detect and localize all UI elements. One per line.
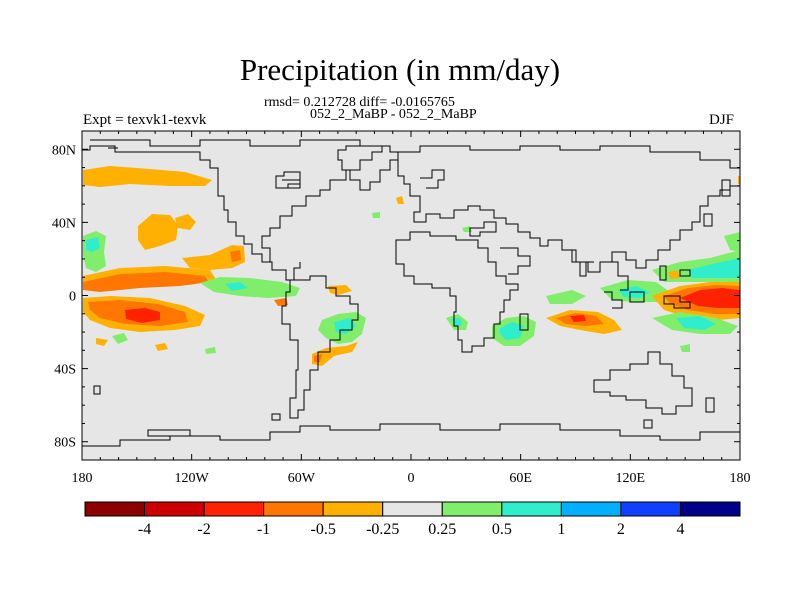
anomaly-northwest-pacific-cyan xyxy=(86,237,100,252)
x-tick-label: 180 xyxy=(730,471,751,486)
coastline-madagascar xyxy=(519,313,529,331)
coastline-japan xyxy=(703,213,713,227)
anomaly-east-africa-green xyxy=(546,290,586,304)
anomaly-west-pacific-15n-cyan xyxy=(688,258,740,278)
coastline-south-america xyxy=(281,275,359,419)
colorbar-swatch xyxy=(84,501,146,517)
anomaly-small-green-1 xyxy=(680,344,690,352)
y-tick-label: 80S xyxy=(54,436,76,451)
chart-title: Precipitation (in mm/day) xyxy=(239,52,561,87)
colorbar-swatch xyxy=(679,501,741,517)
x-tick-label: 0 xyxy=(408,471,415,486)
anomaly-east-pacific-green-blob xyxy=(112,333,128,344)
y-tick-label: 80N xyxy=(52,143,76,158)
coastline-antarctic-peninsula xyxy=(147,429,191,437)
anomaly-southeast-pacific-yellow xyxy=(96,338,108,346)
coastline-kamchatka xyxy=(721,179,731,197)
coastline-greenland xyxy=(337,145,399,191)
coastline-gulf-of-mexico xyxy=(262,261,301,281)
colorbar-swatch xyxy=(382,501,443,517)
colorbar-swatch xyxy=(620,501,681,517)
coastline-australia xyxy=(593,351,693,415)
coastline-indochina xyxy=(606,261,629,291)
anomaly-equatorial-band-north-yellow xyxy=(83,266,215,284)
colorbar-label: 1 xyxy=(557,521,565,538)
anomaly-small-yellow-1 xyxy=(396,196,404,204)
colorbar-label: 4 xyxy=(676,521,684,538)
stats-label: rmsd= 0.212728 diff= -0.0165765 xyxy=(264,95,455,110)
colorbar-label: 0.5 xyxy=(492,521,512,538)
experiment-label: Expt = texvk1-texvk xyxy=(83,112,207,128)
coastline-pacific-islands xyxy=(93,385,101,395)
anomaly-central-pacific-red xyxy=(125,308,160,323)
colorbar-label: -1 xyxy=(257,521,270,538)
coastlines xyxy=(82,139,740,447)
colorbar: -4 -2 -1 -0.5 -0.25 0.25 0.5 1 2 4 xyxy=(84,501,741,538)
coastline-arabia xyxy=(500,247,531,275)
anomaly-southern-africa-cyan-main xyxy=(500,322,524,340)
colorbar-label: 2 xyxy=(617,521,625,538)
coastline-europe-inlet xyxy=(420,169,445,189)
coastline-black-sea xyxy=(469,221,497,237)
anomaly-warm-pool-red xyxy=(680,288,740,308)
y-tick-label: 40S xyxy=(54,363,76,378)
coastline-tasmania xyxy=(643,419,653,429)
anomaly-tropical-atlantic-green xyxy=(200,277,300,298)
colorbar-swatch xyxy=(144,501,205,517)
anomaly-spcz-cyan xyxy=(676,316,716,330)
anomaly-small-green-3 xyxy=(372,212,380,218)
coastline-sumatra xyxy=(604,291,623,309)
coastline-africa xyxy=(395,231,519,353)
x-tick-label: 60E xyxy=(509,471,532,486)
colorbar-swatch xyxy=(263,501,324,517)
anomaly-west-pacific-edge-green xyxy=(724,232,740,252)
anomaly-east-pacific-22n-orange xyxy=(230,250,241,262)
anomaly-east-pacific-22n xyxy=(182,245,245,270)
colorbar-label: -2 xyxy=(197,521,210,538)
x-tick-label: 180 xyxy=(72,471,93,486)
colorbar-swatch xyxy=(501,501,562,517)
colorbar-swatch xyxy=(203,501,265,517)
coastline-borneo xyxy=(629,291,645,303)
anomaly-small-yellow-3 xyxy=(668,270,680,279)
colorbar-swatch xyxy=(322,501,384,517)
colorbar-label: 0.25 xyxy=(428,521,456,538)
comparison-label: 052_2_MaBP - 052_2_MaBP xyxy=(310,107,477,122)
anomaly-east-pacific-green-blob-2 xyxy=(205,347,216,354)
coastline-india xyxy=(562,249,594,277)
anomaly-north-pacific-subtropics xyxy=(138,214,178,250)
colorbar-swatch xyxy=(441,501,503,517)
x-tick-label: 120E xyxy=(616,471,646,486)
anomaly-northwest-pacific-green xyxy=(83,231,106,272)
anomaly-south-pacific-yellow xyxy=(155,343,168,351)
anomaly-equatorial-band-north xyxy=(83,270,210,292)
anomaly-north-pacific-subtropics-2 xyxy=(175,214,196,230)
anomaly-southeast-brazil-yellow xyxy=(312,342,358,366)
y-tick-label: 40N xyxy=(52,216,76,231)
coastline-south-atlantic-islands xyxy=(271,413,281,421)
x-tick-label: 120W xyxy=(175,471,210,486)
anomaly-layer xyxy=(83,166,740,366)
coastline-bering xyxy=(282,179,301,189)
anomaly-atlantic-equator-orange xyxy=(274,298,288,306)
coastline-eurasia xyxy=(397,145,740,273)
colorbar-swatch xyxy=(560,501,622,517)
x-tick-label: 60W xyxy=(288,471,316,486)
coastline-new-guinea xyxy=(663,295,691,309)
coastline-north-america xyxy=(82,139,383,263)
coastline-philippines xyxy=(659,265,667,281)
season-label: DJF xyxy=(709,112,735,128)
coastline-antarctica xyxy=(82,423,740,447)
coastline-islands-west-pacific xyxy=(679,269,691,277)
axes: 180 120W 60W 0 60E 120E 180 80N 40N 0 40S 80S xyxy=(52,130,751,486)
anomaly-indian-ocean-red xyxy=(570,315,586,322)
coastline-new-zealand xyxy=(705,397,715,413)
colorbar-label: -4 xyxy=(138,521,151,538)
y-tick-label: 0 xyxy=(69,290,76,305)
colorbar-label: -0.25 xyxy=(366,521,399,538)
anomaly-tropical-atlantic-cyan xyxy=(225,282,248,291)
anomaly-north-pacific-60n xyxy=(83,166,212,187)
colorbar-label: -0.5 xyxy=(311,521,336,538)
